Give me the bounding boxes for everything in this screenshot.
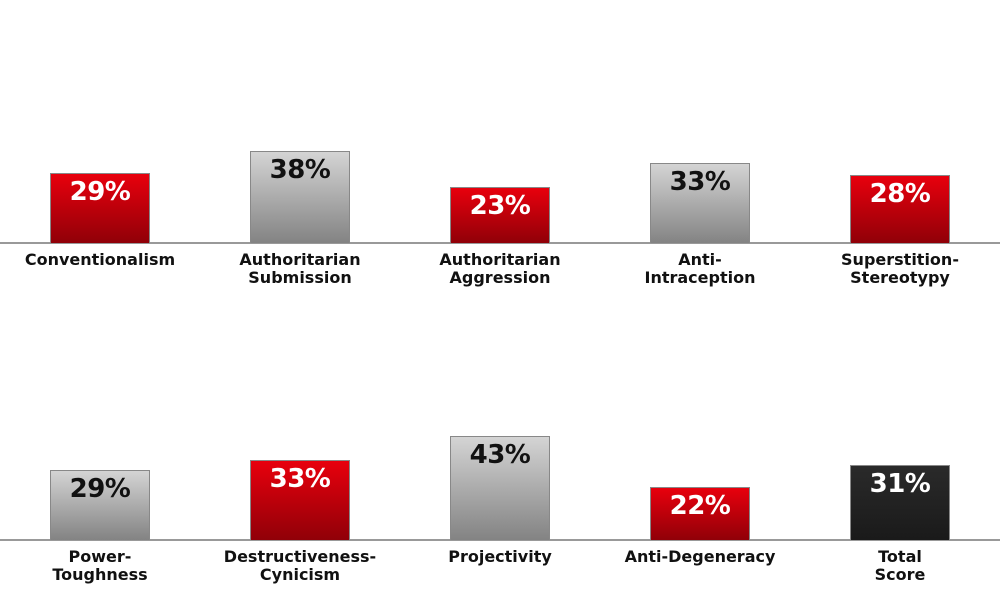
baseline (0, 539, 1000, 541)
bar (450, 187, 550, 243)
category-label: Total Score (874, 547, 926, 584)
bar (450, 435, 550, 540)
bar (50, 172, 150, 243)
bar (50, 469, 150, 540)
value-label: 43% (469, 439, 531, 470)
value-label: 33% (269, 464, 331, 495)
category-label: Superstition- Stereotypy (841, 250, 959, 287)
category-label: Power- Toughness (52, 547, 148, 584)
value-label: 28% (869, 179, 931, 210)
category-label: Destructiveness- Cynicism (223, 547, 377, 584)
category-label: Projectivity (448, 547, 552, 566)
value-label: 29% (69, 473, 131, 504)
bar (250, 151, 350, 243)
value-label: 22% (669, 490, 731, 521)
category-label: Anti- Intraception (644, 250, 756, 287)
value-label: 38% (269, 155, 331, 186)
bar (850, 175, 950, 243)
category-label: Anti-Degeneracy (624, 547, 776, 566)
value-label: 23% (469, 191, 531, 222)
value-label: 29% (69, 176, 131, 207)
bar (850, 464, 950, 540)
bar (650, 163, 750, 243)
value-label: 31% (869, 468, 931, 499)
category-label: Conventionalism (24, 250, 176, 269)
category-label: Authoritarian Aggression (439, 250, 561, 287)
bar (650, 486, 750, 540)
category-label: Authoritarian Submission (239, 250, 361, 287)
bar (250, 460, 350, 540)
baseline (0, 242, 1000, 244)
value-label: 33% (669, 167, 731, 198)
